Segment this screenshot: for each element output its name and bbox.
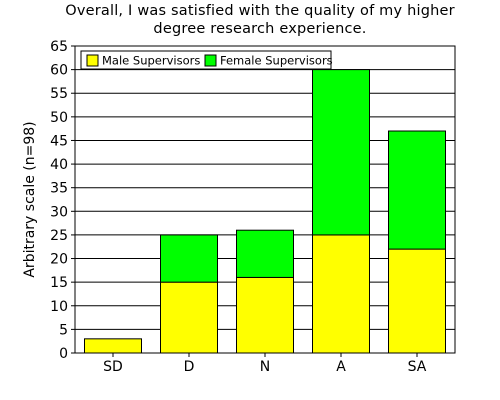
- x-tick-label: D: [184, 359, 195, 375]
- bar-male-d: [160, 281, 218, 354]
- y-tick-label: 40: [50, 157, 68, 173]
- legend-label-male: Male Supervisors: [102, 54, 200, 68]
- bar-female-sa: [388, 130, 446, 250]
- bar-male-n: [236, 276, 294, 354]
- y-tick-label: 15: [50, 275, 68, 291]
- y-tick-label: 0: [59, 346, 68, 362]
- legend-swatch-female: [204, 54, 217, 67]
- chart-title-line-2: degree research experience.: [153, 21, 367, 37]
- legend-swatch-male: [86, 54, 99, 67]
- x-tick-label: N: [260, 359, 270, 375]
- legend: Male Supervisors Female Supervisors: [80, 50, 333, 70]
- bar-female-d: [160, 234, 218, 283]
- y-tick-label: 65: [50, 39, 68, 55]
- y-tick-label: 35: [50, 181, 68, 197]
- bar-female-n: [236, 229, 294, 278]
- bar-male-a: [312, 234, 370, 354]
- y-tick-label: 5: [59, 322, 68, 338]
- x-tick-label: A: [336, 359, 346, 375]
- y-tick-label: 30: [50, 204, 68, 220]
- x-axis-ticks: SD D N A SA: [103, 353, 427, 375]
- y-axis-label: Arbitrary scale (n=98): [22, 121, 38, 277]
- y-tick-label: 45: [50, 133, 68, 149]
- y-tick-label: 10: [50, 299, 68, 315]
- legend-label-female: Female Supervisors: [220, 54, 333, 68]
- chart-title-line-1: Overall, I was satisfied with the qualit…: [65, 3, 455, 19]
- y-tick-label: 50: [50, 110, 68, 126]
- y-axis-ticks: 0 5 10 15 20 25 30 35 40 45 50 55 60 65: [50, 39, 75, 362]
- bar-female-a: [312, 69, 370, 236]
- y-tick-label: 55: [50, 86, 68, 102]
- bar-male-sd: [84, 338, 142, 354]
- x-tick-label: SD: [103, 359, 123, 375]
- y-tick-label: 60: [50, 63, 68, 79]
- y-tick-label: 20: [50, 252, 68, 268]
- y-tick-label: 25: [50, 228, 68, 244]
- bar-male-sa: [388, 248, 446, 354]
- x-tick-label: SA: [408, 359, 427, 375]
- bars: [84, 69, 446, 354]
